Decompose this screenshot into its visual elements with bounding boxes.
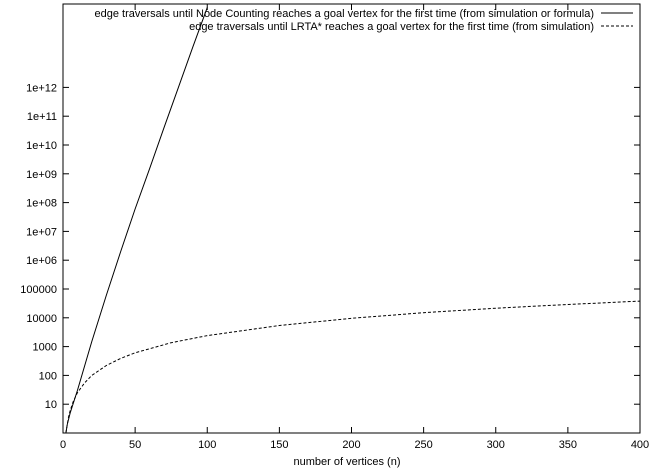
x-tick-label: 0 [60,439,66,451]
legend-label-1: edge traversals until Node Counting reac… [95,8,595,20]
y-tick-label: 1e+08 [26,198,57,210]
y-tick-label: 1e+07 [26,226,57,238]
y-tick-label: 100 [39,370,57,382]
x-tick-label: 350 [559,439,577,451]
y-tick-label: 1e+06 [26,255,57,267]
y-tick-label: 100000 [20,284,57,296]
x-tick-label: 400 [631,439,649,451]
legend: edge traversals until Node Counting reac… [95,8,633,33]
series-lines [65,7,640,433]
y-tick-label: 1000 [33,342,57,354]
series-line-1 [65,7,208,433]
series-line-2 [65,300,640,433]
x-tick-label: 200 [342,439,360,451]
x-axis: 0 50 100 150 200 250 300 350 400 [60,4,649,451]
x-axis-label: number of vertices (n) [294,456,401,468]
y-tick-label: 1e+10 [26,140,57,152]
legend-label-2: edge traversals until LRTA* reaches a go… [189,21,594,33]
y-axis: 10 100 1000 10000 100000 1e+06 1e+07 1e+08 1e+09… [20,82,640,411]
x-tick-label: 100 [198,439,216,451]
x-tick-label: 250 [414,439,432,451]
y-tick-label: 1e+11 [27,111,57,123]
y-tick-label: 10 [45,399,57,411]
y-tick-label: 10000 [26,313,57,325]
x-tick-label: 150 [270,439,288,451]
plot-area [62,3,641,434]
plot-frame [62,3,641,434]
y-tick-label: 1e+09 [26,169,57,181]
x-tick-label: 50 [129,439,141,451]
y-tick-label: 1e+12 [26,82,57,94]
x-tick-label: 300 [487,439,505,451]
